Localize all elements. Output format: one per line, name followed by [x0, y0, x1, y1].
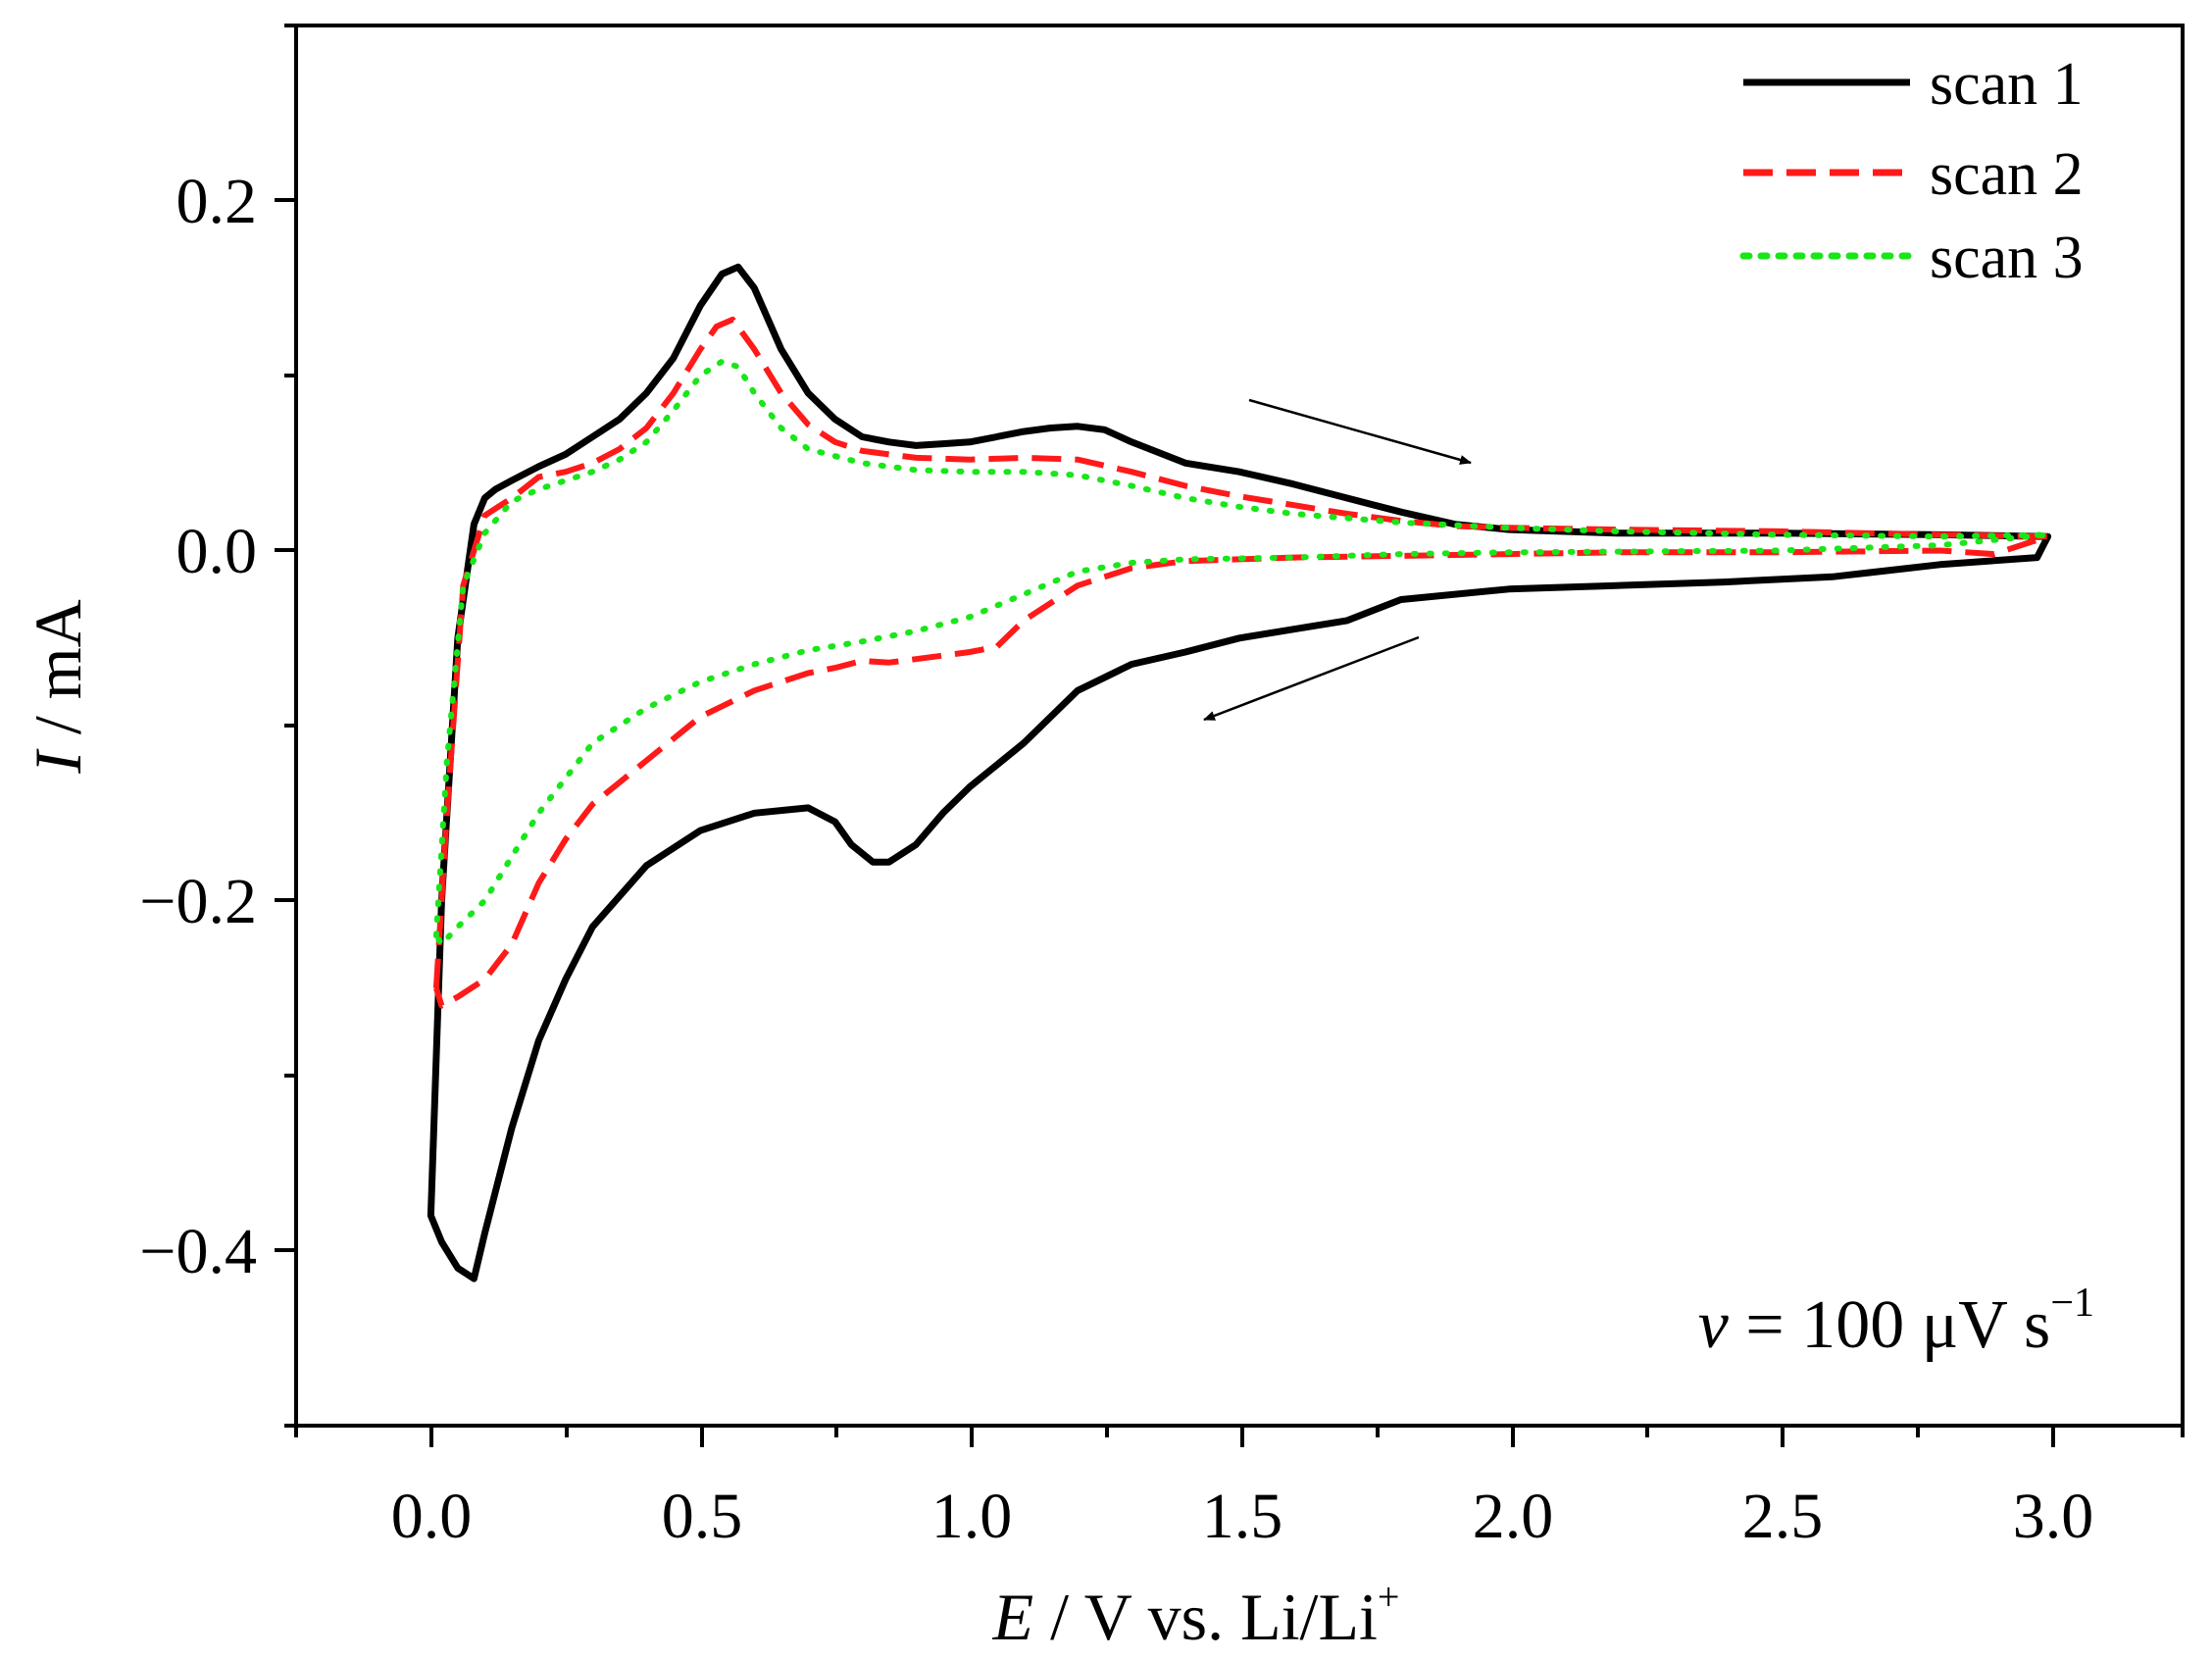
y-axis-title: I / mA — [21, 599, 95, 775]
plot-frame — [294, 24, 2185, 1428]
scan-rate-sup: −1 — [2050, 1281, 2094, 1326]
x-tick-label: 2.0 — [1473, 1481, 1554, 1552]
y-tick-label: −0.4 — [139, 1216, 257, 1287]
y-axis-unit: / mA — [21, 599, 95, 751]
y-axis-var: I — [21, 748, 95, 775]
x-axis-ticks — [294, 1426, 2185, 1447]
x-tick-label: 2.5 — [1742, 1481, 1824, 1552]
anodic-arrow — [1248, 398, 1472, 465]
series-line-scan-2 — [432, 316, 2051, 1009]
series-line-scan-1 — [427, 263, 2052, 1282]
x-tick-label: 0.0 — [391, 1481, 473, 1552]
y-tick-label: −0.2 — [139, 866, 257, 937]
x-axis-var: E — [992, 1580, 1034, 1654]
legend-label-scan-3: scan 3 — [1930, 225, 2084, 291]
data-curves — [427, 263, 2052, 1282]
scan-rate-annotation: v = 100 μV s−1 — [1698, 1281, 2094, 1363]
x-tick-label: 1.0 — [931, 1481, 1013, 1552]
y-tick-label: 0.0 — [176, 516, 258, 587]
legend-label-scan-2: scan 2 — [1930, 141, 2084, 208]
x-tick-label: 3.0 — [2013, 1481, 2094, 1552]
scan-rate-var: v — [1698, 1287, 1730, 1363]
x-axis-unit: / V vs. Li/Li — [1033, 1580, 1378, 1654]
y-tick-labels: −0.4 −0.2 0.0 0.2 — [139, 166, 257, 1287]
x-axis-sup: + — [1378, 1575, 1400, 1619]
legend: scan 1 scan 2 scan 3 — [1739, 51, 2084, 291]
x-tick-label: 0.5 — [662, 1481, 743, 1552]
x-tick-label: 1.5 — [1202, 1481, 1283, 1552]
series-line-scan-3 — [432, 358, 2051, 948]
y-tick-label: 0.2 — [176, 166, 258, 237]
scan-rate-value: = 100 μV s — [1729, 1287, 2051, 1363]
cathodic-arrow — [1203, 635, 1420, 722]
x-axis-title: E / V vs. Li/Li+ — [992, 1575, 1400, 1654]
x-tick-labels: 0.0 0.5 1.0 1.5 2.0 2.5 3.0 — [391, 1481, 2094, 1552]
legend-label-scan-1: scan 1 — [1930, 51, 2084, 118]
y-axis-ticks — [275, 24, 296, 1428]
